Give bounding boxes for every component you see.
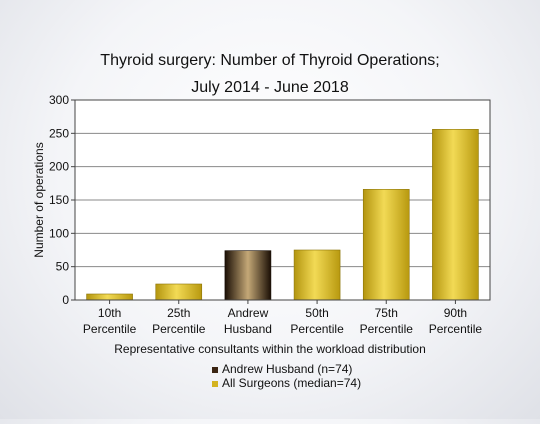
bar-5 <box>432 129 479 301</box>
x-tick-label: 90th <box>444 306 467 320</box>
grid-lines <box>75 132 490 268</box>
bar-2 <box>224 250 272 301</box>
legend-label-andrew: Andrew Husband (n=74) <box>222 362 352 376</box>
y-tick-label: 50 <box>56 260 70 274</box>
y-axis-label: Number of operations <box>32 142 46 257</box>
chart-title-line-1: Thyroid surgery: Number of Thyroid Opera… <box>100 52 439 69</box>
legend-swatch-all <box>212 381 218 387</box>
legend-label-all: All Surgeons (median=74) <box>222 376 361 390</box>
x-tick-label: 10th <box>98 306 121 320</box>
x-tick-label: Percentile <box>360 322 414 336</box>
bar-4 <box>362 189 410 301</box>
x-axis-label: Representative consultants within the wo… <box>114 342 426 356</box>
y-tick-label: 250 <box>49 126 69 140</box>
x-tick-label: Percentile <box>429 322 483 336</box>
x-tick-label: 75th <box>375 306 398 320</box>
bars <box>86 129 479 301</box>
legend: Andrew Husband (n=74)All Surgeons (media… <box>212 362 361 390</box>
x-axis-ticks: 10th Percentile 25th Percentile Andrew Husban… <box>83 300 483 336</box>
y-tick-label: 0 <box>62 293 69 307</box>
x-tick-label: Percentile <box>152 322 206 336</box>
legend-swatch-andrew <box>212 367 218 373</box>
y-axis-ticks: 0 50 100 150 200 250 300 <box>49 93 75 307</box>
x-tick-label: Andrew <box>228 306 269 320</box>
y-tick-label: 200 <box>49 160 69 174</box>
y-tick-label: 150 <box>49 193 69 207</box>
x-tick-label: Percentile <box>83 322 137 336</box>
x-tick-label: Percentile <box>290 322 344 336</box>
x-tick-label: Husband <box>224 322 272 336</box>
bar-1 <box>155 283 203 301</box>
y-tick-label: 300 <box>49 93 69 107</box>
x-tick-label: 25th <box>167 306 190 320</box>
bar-0 <box>86 293 133 301</box>
bar-3 <box>293 249 341 301</box>
y-tick-label: 100 <box>49 226 69 240</box>
x-tick-label: 50th <box>305 306 328 320</box>
chart-title-line-2: July 2014 - June 2018 <box>191 79 349 96</box>
